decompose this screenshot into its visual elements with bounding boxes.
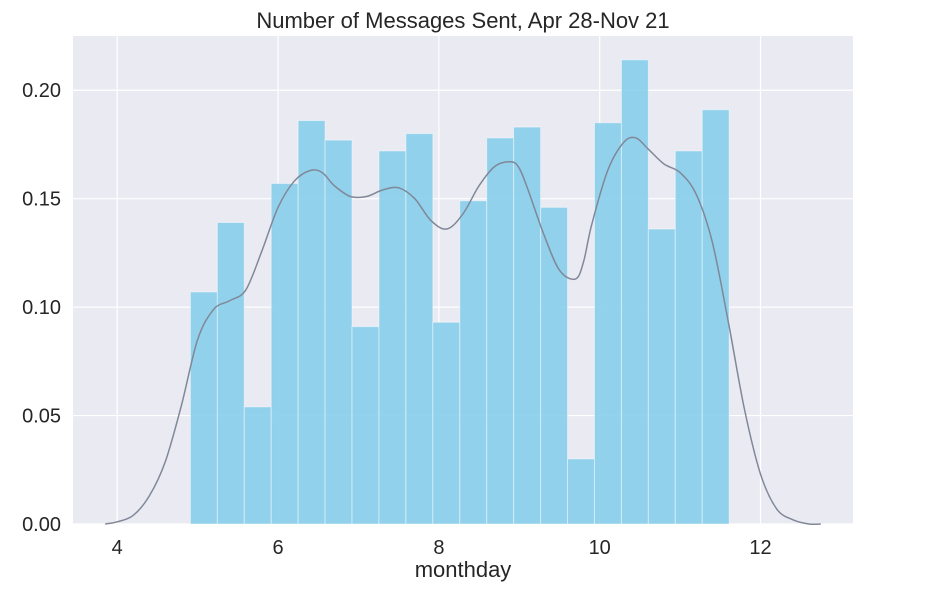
histogram-bar — [432, 321, 461, 525]
histogram-bar — [405, 133, 434, 525]
y-tick-label: 0.05 — [22, 406, 61, 428]
histogram-bar — [567, 458, 595, 525]
x-tick-label: 10 — [589, 537, 611, 559]
histogram-bar — [270, 182, 299, 525]
x-tick-label: 6 — [272, 537, 283, 559]
y-tick-label: 0.20 — [22, 80, 61, 102]
histogram-bar — [674, 150, 703, 525]
x-tick-label: 4 — [112, 537, 123, 559]
x-tick-label: 12 — [749, 537, 771, 559]
histogram-bar — [216, 222, 245, 525]
kde-curve — [105, 136, 821, 526]
histogram-bar — [378, 150, 407, 525]
x-axis-ticks: 4 6 8 10 12 — [112, 537, 772, 559]
histogram-bar — [486, 137, 515, 525]
x-axis-label: monthday — [415, 557, 512, 582]
histogram-bar — [243, 406, 272, 525]
histogram-bar — [647, 228, 676, 525]
y-tick-label: 0.10 — [22, 297, 61, 319]
histogram-bar — [297, 120, 326, 525]
histogram-bar — [701, 109, 730, 525]
histogram-bar — [513, 126, 542, 525]
y-tick-label: 0.15 — [22, 189, 61, 211]
histogram-bar — [540, 206, 569, 525]
histogram-bar — [189, 291, 218, 525]
histogram-bar — [351, 326, 380, 525]
histogram-bar — [459, 200, 488, 525]
chart-title: Number of Messages Sent, Apr 28-Nov 21 — [256, 8, 669, 33]
histogram-bar — [593, 122, 622, 525]
histogram-bar — [324, 139, 353, 525]
y-tick-label: 0.00 — [22, 514, 61, 536]
x-tick-label: 8 — [433, 537, 444, 559]
y-axis-ticks: 0.00 0.05 0.10 0.15 0.20 — [22, 80, 61, 536]
histogram-bar — [620, 59, 649, 525]
